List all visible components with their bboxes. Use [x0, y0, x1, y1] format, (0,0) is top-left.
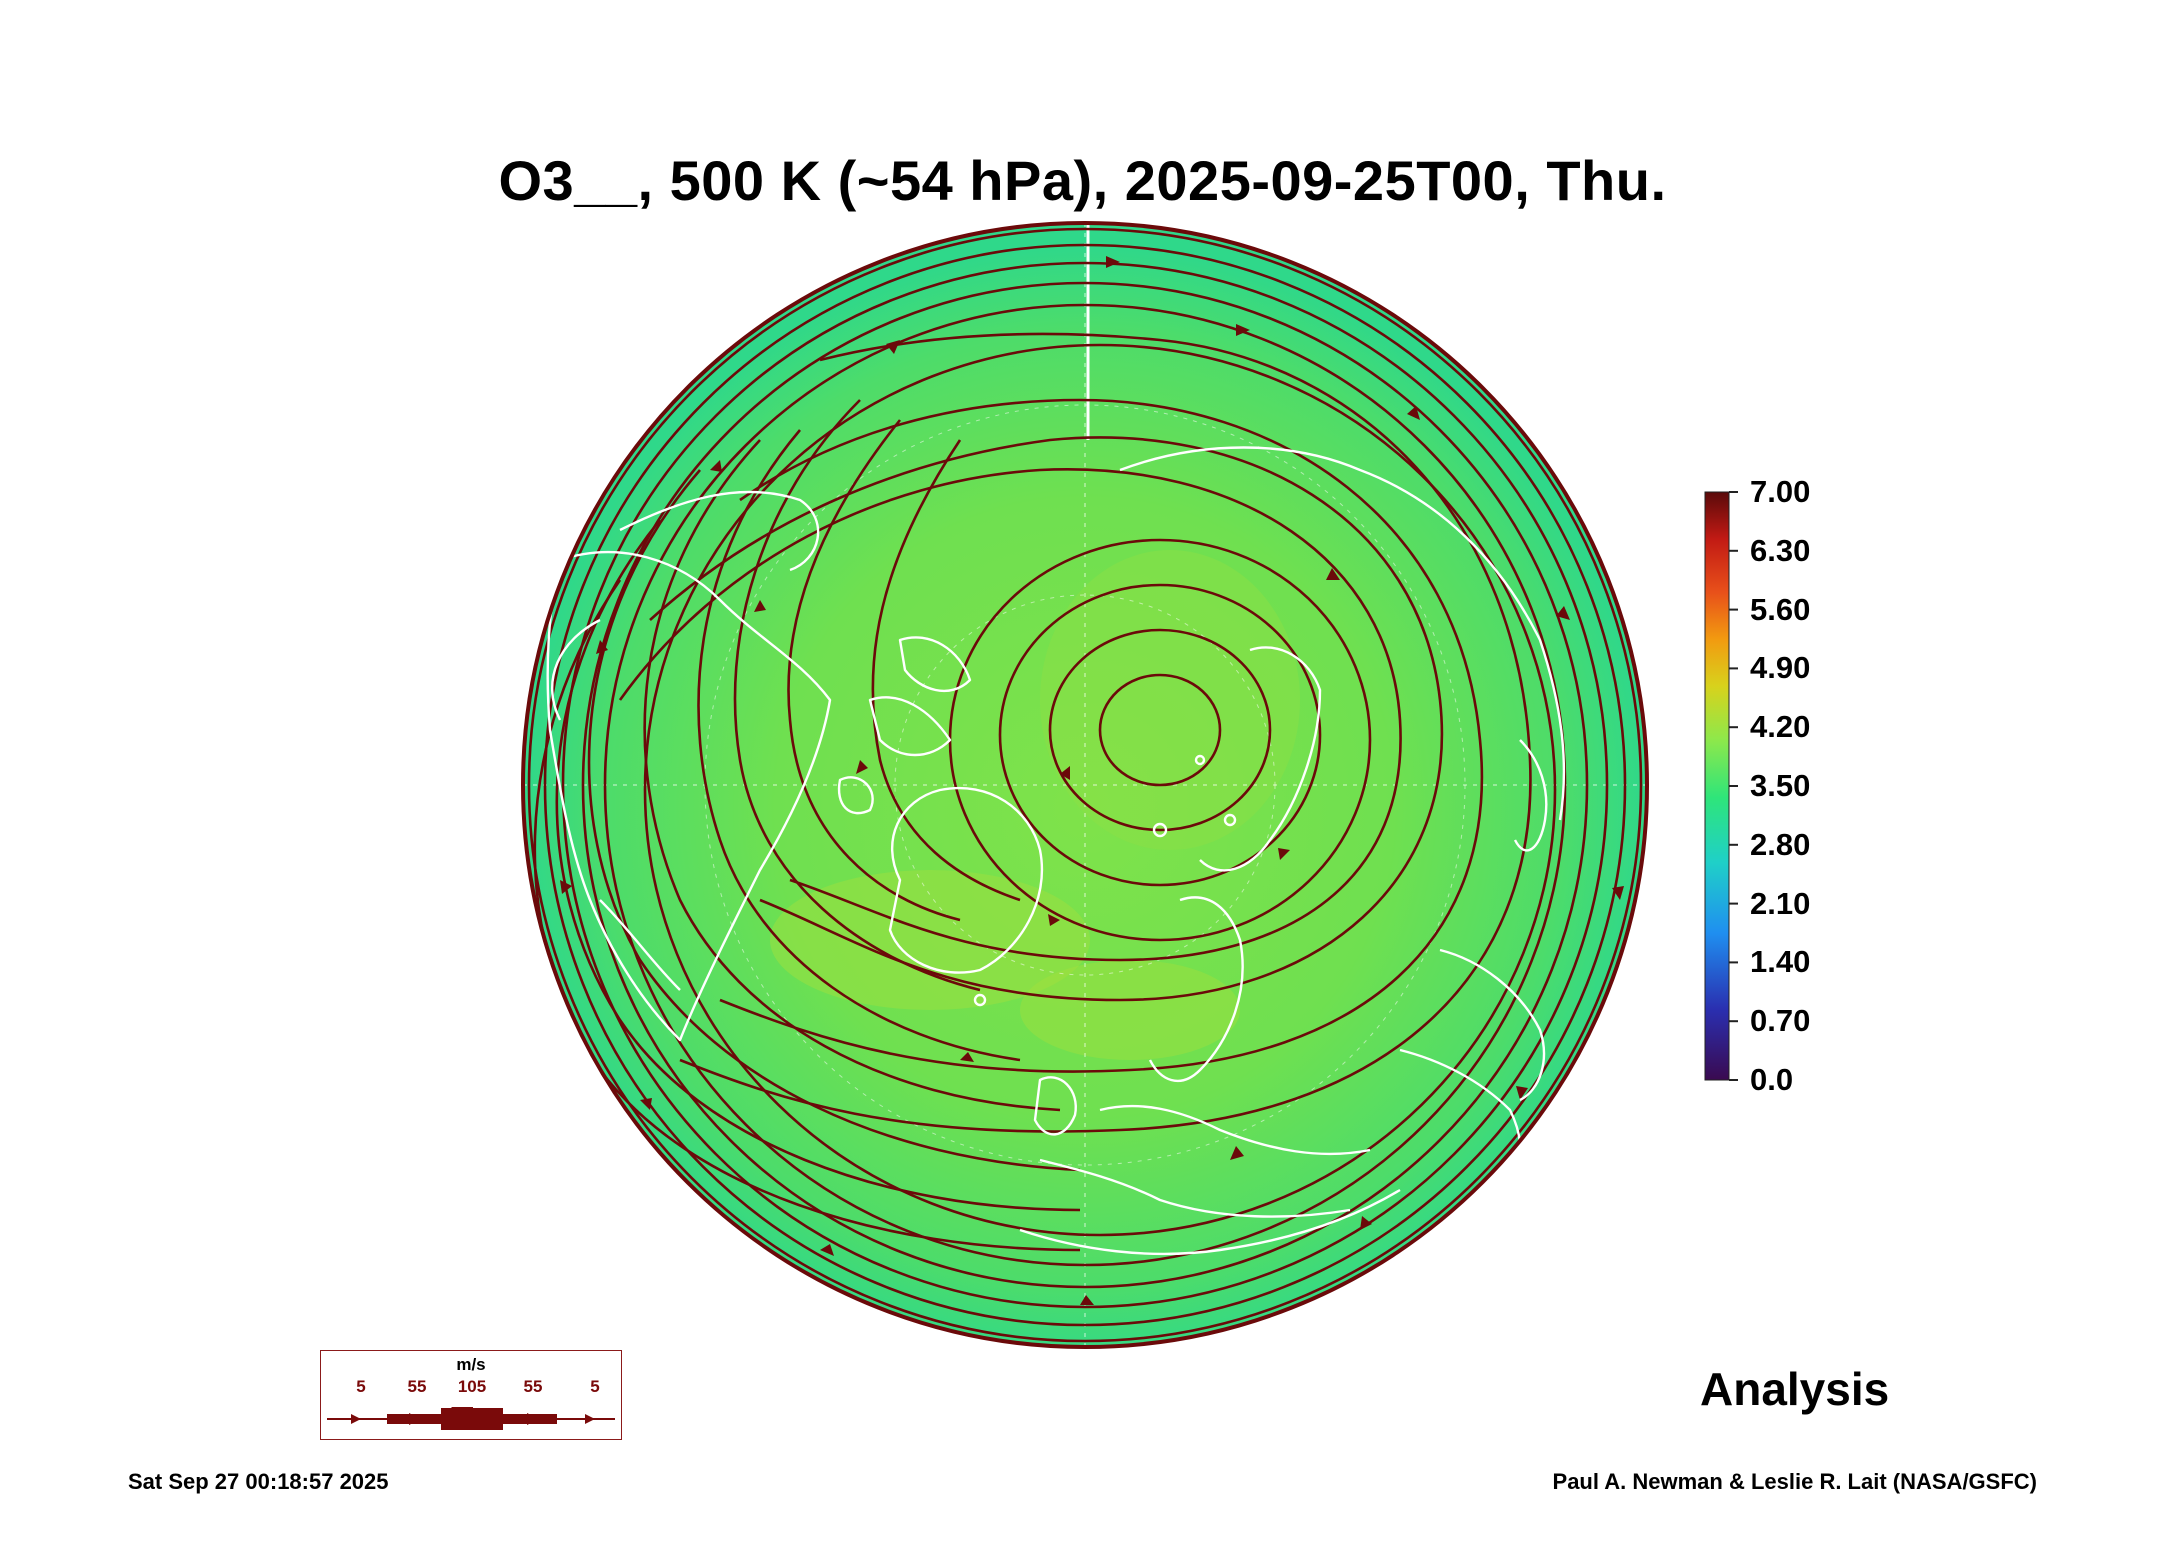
streamlines: [527, 227, 1643, 1343]
timestamp: Sat Sep 27 00:18:57 2025: [128, 1469, 389, 1494]
wind-legend-tick: 5: [590, 1377, 600, 1396]
colorbar-tick-label: 4.90: [1750, 650, 1811, 685]
wind-legend-scale: [327, 1407, 615, 1430]
streamline-arrows: [560, 256, 1624, 1305]
colorbar-tick-label: 0.0: [1750, 1062, 1794, 1097]
map-title: O3__, 500 K (~54 hPa), 2025-09-25T00, Th…: [498, 149, 1667, 212]
map-boundary: [521, 221, 1649, 1349]
colorbar-tick-label: 2.80: [1750, 827, 1811, 862]
colorbar-ticks: [1729, 491, 1738, 1081]
wind-legend-tick: 55: [407, 1377, 427, 1396]
colorbar-tick-label: 3.50: [1750, 768, 1811, 803]
colorbar-tick-label: 4.20: [1750, 709, 1811, 744]
ozone-high-region: [1040, 550, 1300, 850]
latitude-circle: [894, 594, 1276, 976]
ozone-high-region: [1020, 960, 1240, 1060]
wind-legend-tick: 55: [523, 1377, 543, 1396]
coastlines: [546, 446, 1566, 1256]
colorbar-tick-label: 1.40: [1750, 944, 1811, 979]
wind-legend-tick: 105: [457, 1377, 487, 1396]
analysis-label: Analysis: [1700, 1363, 1890, 1415]
ozone-high-region: [770, 870, 1090, 1010]
colorbar-tick-label: 0.70: [1750, 1003, 1811, 1038]
colorbar-tick-label: 2.10: [1750, 886, 1811, 921]
colorbar: [1704, 491, 1730, 1081]
colorbar-tick-label: 5.60: [1750, 592, 1811, 627]
colorbar-tick-label: 7.00: [1750, 474, 1811, 509]
credit: Paul A. Newman & Leslie R. Lait (NASA/GS…: [1552, 1469, 2037, 1494]
colorbar-tick-label: 6.30: [1750, 533, 1811, 568]
wind-legend-unit: m/s: [456, 1355, 486, 1374]
wind-legend-tick: 5: [356, 1377, 366, 1396]
wind-speed-legend: m/s 5 55 105 55 5: [320, 1350, 622, 1440]
